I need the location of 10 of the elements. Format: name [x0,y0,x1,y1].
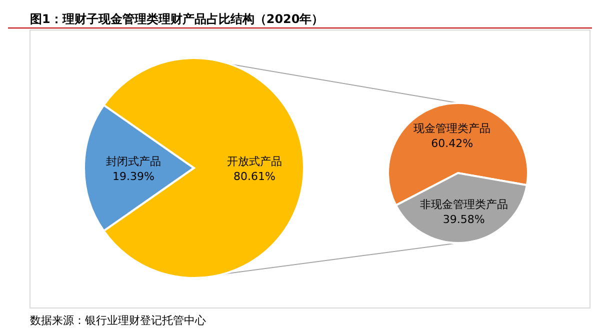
data-label: 19.39% [112,170,154,183]
source-note: 数据来源：银行业理财登记托管中心 [30,314,206,327]
slice-label: 封闭式产品 [106,155,161,168]
data-label: 39.58% [442,213,485,226]
data-label: 60.42% [431,136,474,150]
chart-title: 图1：理财子现金管理类理财产品占比结构（2020年） [30,12,324,26]
data-label: 80.61% [234,170,276,183]
slice-label: 开放式产品 [227,155,282,168]
slice-label: 现金管理类产品 [414,122,491,135]
slice-label: 非现金管理类产品 [420,198,508,212]
